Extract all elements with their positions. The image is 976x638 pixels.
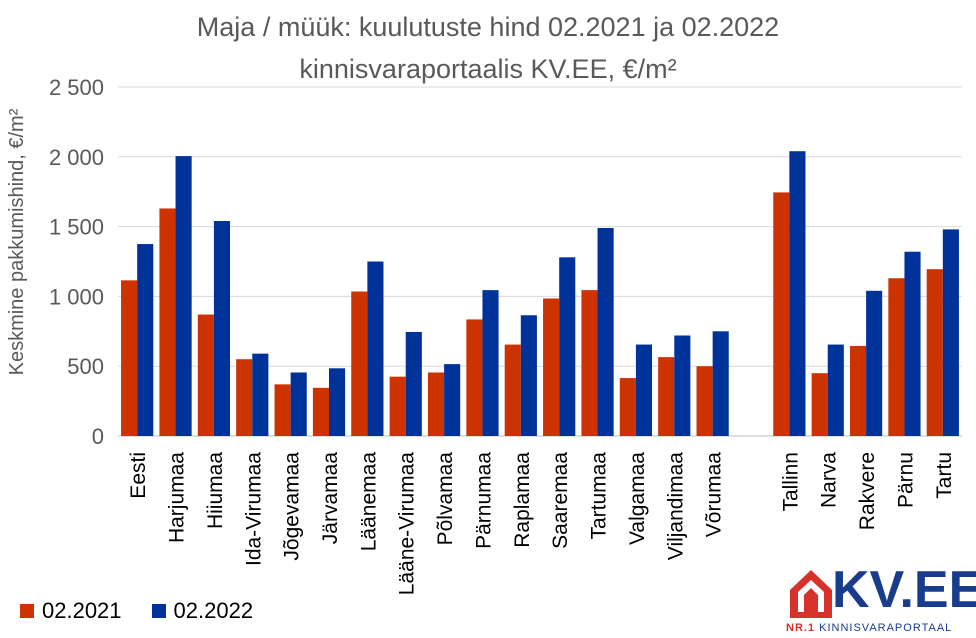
- bar-2021: [811, 373, 828, 436]
- y-tick-label: 2 500: [49, 75, 104, 100]
- logo-tagline: NR.1 KINNISVARAPORTAAL: [786, 622, 953, 634]
- bar-2022: [827, 344, 844, 436]
- bar-2021: [619, 378, 636, 436]
- bar-2022: [367, 261, 384, 436]
- x-tick-label: Läänemaa: [357, 452, 380, 552]
- house-icon: [790, 570, 832, 618]
- bar-2021: [427, 372, 445, 436]
- x-tick-label: Järvamaa: [319, 452, 342, 545]
- bar-2022: [444, 364, 461, 436]
- x-tick-label: Eesti: [127, 452, 150, 499]
- legend-label-2022: 02.2022: [173, 598, 254, 623]
- logo-brand: KV.EE: [832, 561, 976, 619]
- bars: [121, 151, 959, 437]
- x-tick-label: Saaremaa: [549, 452, 572, 549]
- y-tick-label: 1 500: [49, 215, 104, 240]
- bar-2021: [696, 366, 713, 436]
- y-tick-label: 1 000: [49, 284, 104, 309]
- bar-2021: [159, 208, 176, 436]
- y-tick-label: 500: [67, 354, 104, 379]
- x-tick-label: Harjumaa: [166, 452, 189, 543]
- bar-2021: [197, 314, 214, 436]
- x-tick-label: Rakvere: [856, 452, 879, 530]
- bar-2022: [520, 315, 537, 436]
- chart-title: Maja / müük: kuulutuste hind 02.2021 ja …: [196, 12, 780, 42]
- bar-2022: [635, 344, 653, 436]
- bar-2022: [252, 353, 269, 436]
- bar-2021: [888, 278, 905, 436]
- bar-2022: [482, 290, 499, 436]
- bar-2022: [712, 331, 729, 436]
- x-tick-label: Raplamaa: [511, 452, 534, 548]
- legend-swatch-2021: [20, 604, 34, 618]
- x-tick-label: Võrumaa: [703, 452, 726, 538]
- y-tick-label: 2 000: [49, 145, 104, 170]
- bar-2022: [213, 221, 231, 436]
- x-tick-label: Hiiumaa: [204, 452, 227, 529]
- bar-2022: [290, 372, 307, 436]
- bar-2021: [312, 387, 329, 436]
- bar-2022: [329, 368, 346, 436]
- bar-2022: [904, 251, 921, 436]
- x-tick-label: Viljandimaa: [664, 452, 687, 560]
- x-axis-ticks: Eesti Harjumaa Hiiumaa Ida-Virumaa Jõgevamaa…: [127, 452, 956, 596]
- bar-2022: [866, 290, 883, 436]
- x-tick-label: Narva: [818, 452, 841, 508]
- bar-2021: [773, 192, 790, 436]
- bar-2022: [789, 151, 806, 436]
- x-tick-label: Tartumaa: [588, 452, 611, 540]
- bar-2022: [559, 257, 576, 436]
- legend: 02.2021 02.2022: [20, 598, 283, 624]
- x-tick-label: Pärnumaa: [472, 452, 495, 549]
- legend-label-2021: 02.2021: [42, 598, 122, 623]
- kvee-logo: KV.EE NR.1 KINNISVARAPORTAAL: [786, 561, 976, 634]
- bar-2021: [389, 376, 406, 436]
- x-tick-label: Lääne-Virumaa: [396, 452, 419, 596]
- bar-2021: [849, 345, 867, 436]
- bar-2021: [504, 344, 521, 436]
- bar-2022: [405, 331, 422, 436]
- y-tick-label: 0: [92, 424, 104, 449]
- bar-2021: [581, 290, 598, 436]
- bar-2022: [137, 244, 154, 436]
- y-axis-label: Keskmine pakkumishind, €/m²: [6, 108, 28, 375]
- bar-2021: [658, 357, 675, 436]
- bar-2021: [274, 384, 291, 436]
- bar-2022: [175, 156, 192, 437]
- chart-subtitle: kinnisvaraportaalis KV.EE, €/m²: [299, 54, 677, 84]
- bar-2021: [543, 298, 560, 436]
- bar-2022: [597, 227, 614, 436]
- bar-2021: [351, 291, 368, 436]
- x-tick-label: Pärnu: [894, 452, 917, 508]
- x-tick-label: Tartu: [933, 452, 956, 499]
- x-tick-label: Jõgevamaa: [281, 452, 304, 561]
- x-tick-label: Põlvamaa: [434, 452, 457, 546]
- bar-2021: [121, 280, 138, 436]
- x-tick-label: Ida-Virumaa: [242, 452, 265, 566]
- bar-2021: [466, 319, 483, 436]
- x-tick-label: Valgamaa: [626, 452, 649, 545]
- legend-item-2022: 02.2022: [151, 598, 254, 624]
- bar-2022: [942, 229, 959, 436]
- bar-2021: [236, 359, 253, 436]
- bar-2021: [926, 269, 943, 436]
- y-axis-ticks: 0 500 1 000 1 500 2 000 2 500: [49, 75, 104, 449]
- bar-2022: [674, 335, 691, 436]
- legend-swatch-2022: [151, 604, 166, 618]
- legend-item-2021: 02.2021: [20, 598, 122, 624]
- x-tick-label: Tallinn: [779, 452, 802, 512]
